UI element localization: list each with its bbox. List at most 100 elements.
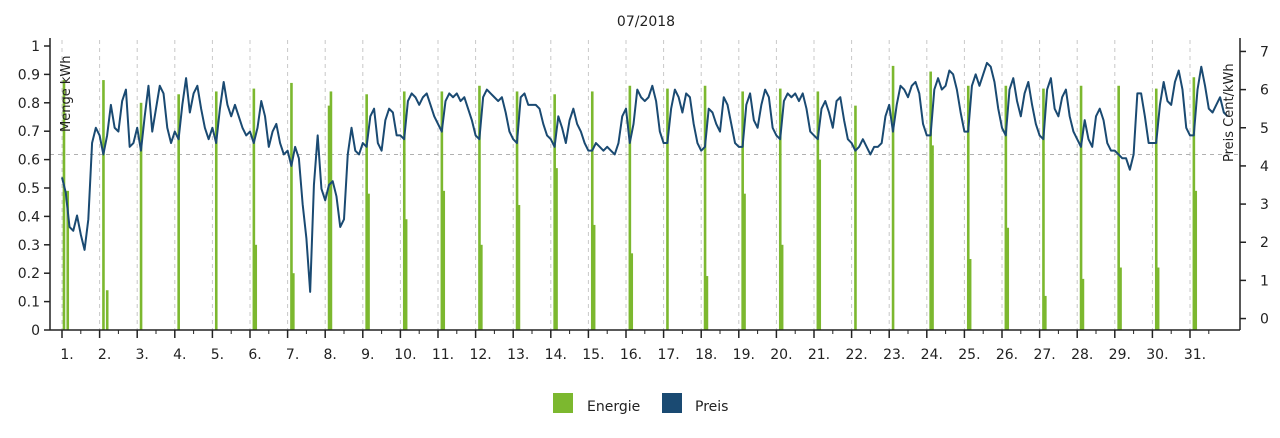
energie-bar — [290, 82, 293, 330]
x-tick-label: 24. — [921, 347, 943, 363]
grid-layer — [50, 40, 1240, 330]
x-tick-label: 22. — [845, 347, 867, 363]
energie-bar — [818, 159, 822, 330]
right-tick-label: 5 — [1260, 121, 1269, 137]
energie-bar — [630, 253, 634, 330]
x-tick-label: 3. — [136, 347, 149, 363]
left-tick-label: 0.5 — [18, 181, 40, 197]
legend-energie-label: Energie — [587, 399, 640, 415]
energie-bar — [440, 91, 444, 330]
left-tick-label: 0.8 — [18, 96, 40, 112]
energie-bar — [480, 244, 483, 330]
right-axis-title: Preis Cent/kWh — [1222, 63, 1237, 162]
left-tick-label: 1 — [31, 39, 40, 55]
energie-bar — [365, 94, 368, 330]
energie-bar — [478, 85, 481, 330]
energie-bar — [327, 105, 331, 330]
energie-bar — [214, 91, 218, 330]
energie-bar — [105, 290, 109, 330]
energie-bar — [254, 244, 258, 330]
energie-bar — [854, 105, 857, 330]
right-tick-label: 6 — [1260, 83, 1269, 99]
energie-bar — [442, 190, 446, 330]
energie-bar — [1119, 267, 1122, 330]
energie-bar — [968, 259, 972, 330]
energie-bar — [517, 205, 521, 330]
preis-line — [61, 61, 1229, 293]
legend-preis-swatch — [662, 393, 682, 413]
energie-bar — [778, 88, 782, 330]
energie-bar — [966, 85, 970, 330]
x-tick-label: 9. — [361, 347, 374, 363]
left-tick-label: 0.7 — [18, 124, 40, 140]
x-tick-label: 5. — [211, 347, 224, 363]
energie-bar — [177, 94, 180, 330]
x-tick-label: 29. — [1109, 347, 1131, 363]
x-tick-label: 2. — [98, 347, 111, 363]
x-tick-label: 31. — [1184, 347, 1206, 363]
energie-bar — [1192, 77, 1196, 331]
x-tick-label: 23. — [883, 347, 905, 363]
energie-bar — [931, 145, 934, 330]
right-tick-label: 2 — [1260, 235, 1269, 251]
energie-bar — [1044, 295, 1047, 330]
energie-bar — [515, 91, 519, 330]
right-tick-label: 1 — [1260, 273, 1269, 289]
x-tick-label: 10. — [394, 347, 416, 363]
energie-bar — [1042, 88, 1045, 330]
x-tick-label: 19. — [733, 347, 755, 363]
energie-bar — [553, 94, 556, 330]
energie-bar — [66, 190, 70, 330]
legend: Energie Preis — [553, 393, 728, 415]
x-tick-label: 16. — [620, 347, 642, 363]
energie-bar — [62, 80, 66, 330]
chart-title: 07/2018 — [617, 14, 675, 30]
energie-bar — [628, 85, 632, 330]
x-tick-label: 11. — [432, 347, 454, 363]
bars-layer — [62, 65, 1198, 331]
axes-layer: 0 0.1 0.2 0.3 0.4 0.5 0.6 0.7 0.8 0.9 1 0 1 2 3 4 5 6 7 1. 2… — [18, 38, 1269, 363]
energie-bar — [404, 219, 408, 330]
energie-bar — [666, 88, 669, 330]
energie-bar — [252, 88, 256, 330]
x-tick-label: 12. — [469, 347, 491, 363]
x-tick-label: 20. — [770, 347, 792, 363]
x-tick-label: 13. — [507, 347, 529, 363]
x-tick-label: 30. — [1146, 347, 1168, 363]
energie-bar — [743, 193, 746, 330]
energie-bar — [705, 276, 709, 330]
energie-bar — [592, 224, 596, 330]
energie-bar — [1081, 278, 1085, 330]
x-tick-label: 27. — [1033, 347, 1055, 363]
energie-bar — [891, 65, 895, 330]
energie-bar — [1004, 85, 1008, 330]
energie-bar — [703, 85, 707, 330]
energie-bar — [590, 91, 594, 330]
x-tick-label: 4. — [173, 347, 186, 363]
right-tick-label: 4 — [1260, 159, 1269, 175]
left-tick-label: 0.2 — [18, 266, 40, 282]
left-tick-label: 0.3 — [18, 238, 40, 254]
x-tick-label: 21. — [808, 347, 830, 363]
energie-bar — [1154, 88, 1158, 330]
x-tick-label: 15. — [582, 347, 604, 363]
left-tick-label: 0.1 — [18, 295, 40, 311]
x-tick-label: 28. — [1071, 347, 1093, 363]
line-layer — [61, 61, 1229, 293]
energie-bar — [102, 80, 105, 330]
energie-bar — [780, 244, 784, 330]
x-tick-label: 26. — [996, 347, 1018, 363]
energie-bar — [367, 193, 370, 330]
x-tick-label: 7. — [286, 347, 299, 363]
left-axis-title: Menge kWh — [59, 56, 74, 132]
energie-bar — [929, 71, 932, 330]
energie-bar — [1156, 267, 1160, 330]
x-tick-label: 1. — [60, 347, 73, 363]
x-tick-label: 6. — [248, 347, 261, 363]
energie-bar — [741, 91, 744, 330]
x-tick-label: 8. — [324, 347, 337, 363]
energie-bar — [555, 168, 558, 330]
energie-bar — [402, 91, 406, 330]
